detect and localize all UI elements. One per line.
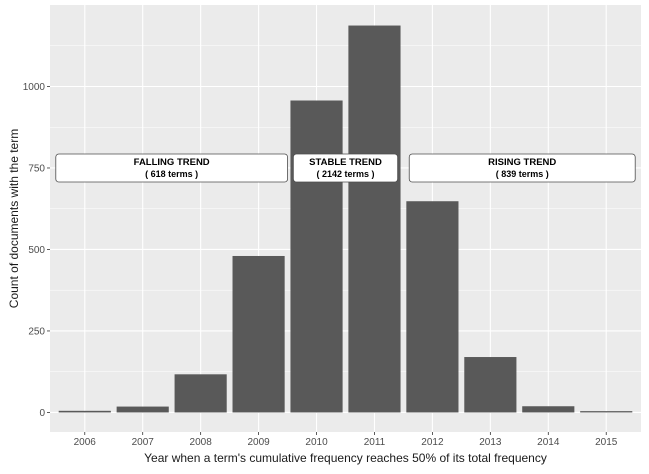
trend-label-2: RISING TREND( 839 terms )	[408, 153, 636, 183]
y-axis: 0 250 500 750 1000	[23, 82, 50, 419]
bar-2008	[174, 374, 227, 413]
y-tick-label: 1000	[23, 82, 46, 93]
y-axis-title: Count of documents with the term	[7, 129, 21, 308]
bars-group	[58, 25, 633, 413]
trend-label-box	[292, 153, 399, 183]
x-tick-label-2007: 2007	[132, 437, 155, 448]
trend-label-0: FALLING TREND( 618 terms )	[55, 153, 288, 183]
bar-2007	[116, 406, 169, 413]
bar-2009	[232, 255, 285, 413]
bar-2006	[58, 410, 111, 413]
trend-label-count: ( 2142 terms )	[316, 169, 374, 179]
plot-panel	[50, 5, 641, 432]
x-tick-label-2015: 2015	[595, 437, 618, 448]
x-tick-label-2009: 2009	[247, 437, 270, 448]
trend-label-count: ( 839 terms )	[496, 169, 549, 179]
x-tick-label-2013: 2013	[479, 437, 502, 448]
x-tick-label-2012: 2012	[421, 437, 444, 448]
y-tick-label: 750	[28, 163, 45, 174]
trend-label-title: RISING TREND	[488, 157, 556, 168]
bar-2013	[464, 357, 517, 413]
bar-2015	[580, 411, 633, 413]
trend-label-count: ( 618 terms )	[145, 169, 198, 179]
x-tick-label-2006: 2006	[74, 437, 97, 448]
x-tick-label-2011: 2011	[364, 437, 386, 448]
annotations-group: FALLING TREND( 618 terms )STABLE TREND( …	[55, 153, 636, 183]
x-tick-label-2010: 2010	[305, 437, 328, 448]
bar-2011	[348, 25, 401, 413]
trend-label-title: STABLE TREND	[309, 157, 382, 168]
x-tick-label-2014: 2014	[537, 437, 560, 448]
x-tick-label-2008: 2008	[190, 437, 213, 448]
trend-label-title: FALLING TREND	[134, 157, 210, 168]
y-tick-label: 0	[39, 408, 45, 419]
trend-label-box	[408, 153, 636, 183]
bar-2010	[290, 100, 343, 413]
bar-2014	[522, 406, 575, 413]
trend-label-box	[55, 153, 288, 183]
y-tick-label: 250	[28, 326, 45, 337]
trend-label-1: STABLE TREND( 2142 terms )	[292, 153, 399, 183]
x-axis: 2006 2007 2008 2009 2010 2011 2012 2013 2014 2015	[74, 432, 618, 448]
y-tick-label: 500	[28, 245, 45, 256]
bar-2012	[406, 201, 459, 413]
x-axis-title: Year when a term's cumulative frequency …	[144, 451, 547, 465]
